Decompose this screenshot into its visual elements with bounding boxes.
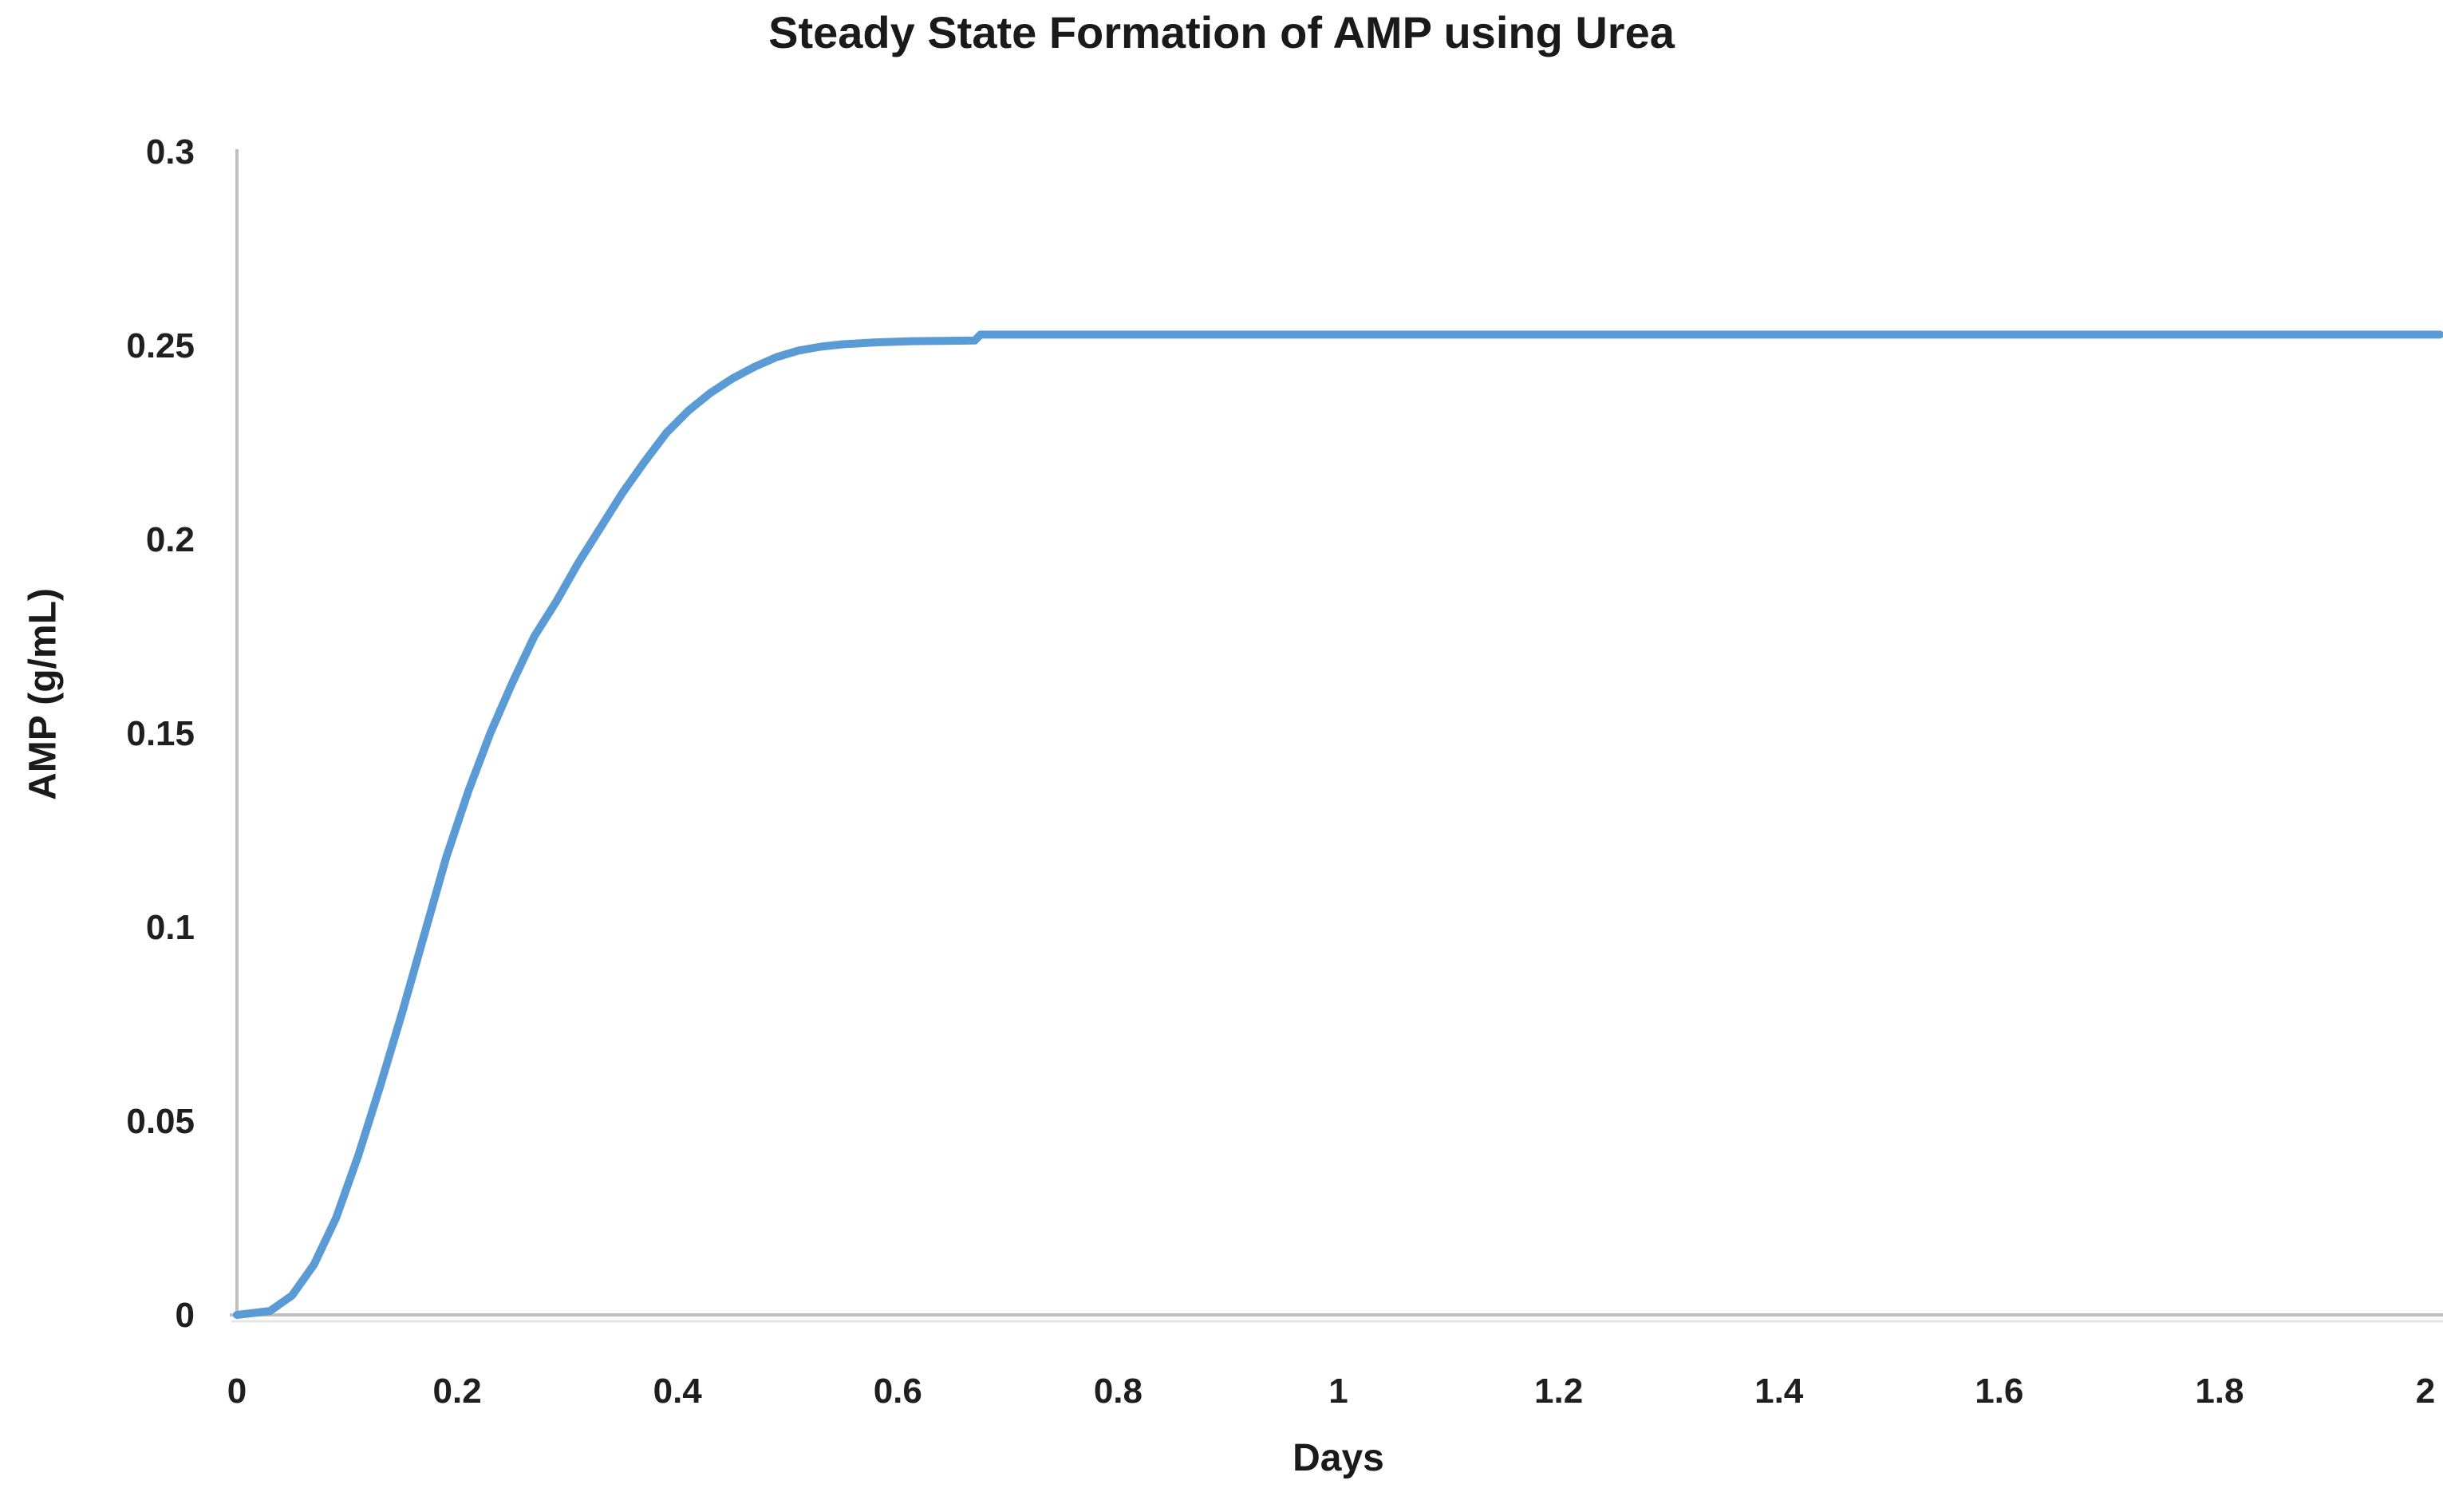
x-tick-label: 0.2: [433, 1372, 482, 1411]
y-tick-label: 0.1: [146, 908, 195, 947]
y-tick-label: 0: [176, 1296, 195, 1335]
x-tick-label: 1.4: [1754, 1372, 1804, 1411]
y-tick-label: 0.25: [126, 326, 195, 365]
x-tick-label: 0: [227, 1372, 247, 1411]
y-tick-label: 0.3: [146, 132, 195, 172]
x-tick-label: 2: [2416, 1372, 2435, 1411]
x-tick-label: 1.2: [1534, 1372, 1583, 1411]
x-tick-label: 1.6: [1975, 1372, 2023, 1411]
amp-series-line: [233, 330, 2443, 1319]
x-axis-title: Days: [1293, 1437, 1384, 1479]
y-tick-label: 0.15: [126, 714, 195, 753]
x-tick-label: 0.8: [1094, 1372, 1143, 1411]
y-tick-label: 0.2: [146, 520, 195, 559]
x-tick-label: 1: [1328, 1372, 1348, 1411]
x-tick-label: 1.8: [2195, 1372, 2244, 1411]
chart-title: Steady State Formation of AMP using Urea: [768, 7, 1675, 57]
x-tick-label: 0.6: [874, 1372, 922, 1411]
y-tick-label: 0.05: [126, 1102, 195, 1141]
x-tick-label: 0.4: [653, 1372, 703, 1411]
